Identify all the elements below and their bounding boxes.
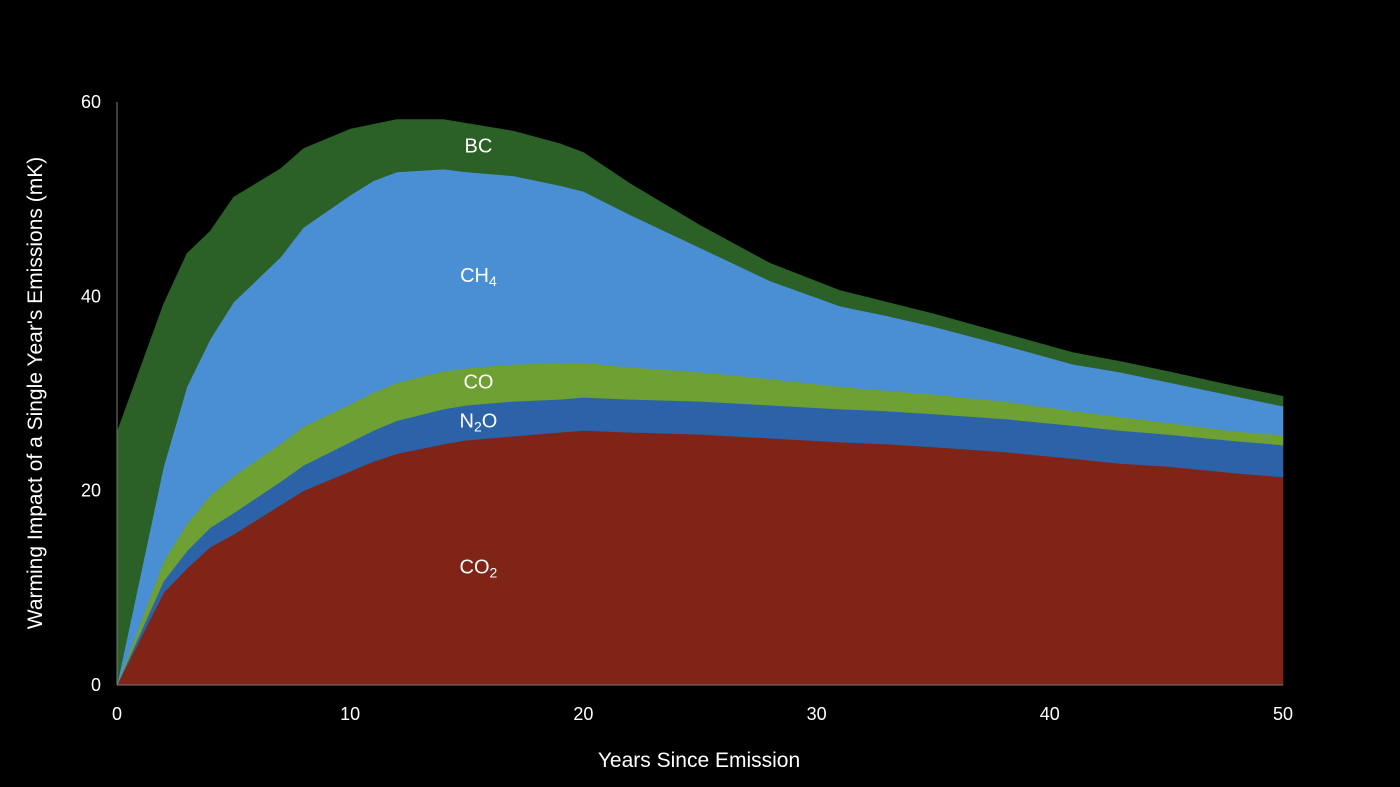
x-tick-label: 40 (1040, 704, 1060, 724)
x-tick-label: 30 (807, 704, 827, 724)
x-tick-label: 50 (1273, 704, 1293, 724)
axes (116, 102, 1283, 686)
y-tick-label: 20 (81, 481, 101, 501)
series-label-bc: BC (465, 136, 493, 158)
series-label-ch4: CH4 (460, 265, 497, 289)
y-tick-label: 60 (81, 92, 101, 112)
x-axis-title: Years Since Emission (598, 749, 800, 772)
series-label-n2o: N2O (460, 411, 498, 435)
y-tick-label: 40 (81, 286, 101, 306)
y-axis-title: Warming Impact of a Single Year's Emissi… (24, 157, 47, 629)
x-tick-label: 20 (573, 704, 593, 724)
series-labels: CO2 N2O CO CH4 BC (460, 136, 498, 581)
area-layers (116, 119, 1284, 686)
x-tick-label: 0 (112, 704, 122, 724)
area-bc (116, 119, 1284, 686)
tick-labels: 0 20 40 60 0 10 20 30 40 50 (81, 92, 1293, 724)
series-label-co: CO (463, 372, 493, 394)
y-tick-label: 0 (91, 675, 101, 695)
series-label-co2: CO2 (460, 556, 498, 580)
x-tick-label: 10 (340, 704, 360, 724)
